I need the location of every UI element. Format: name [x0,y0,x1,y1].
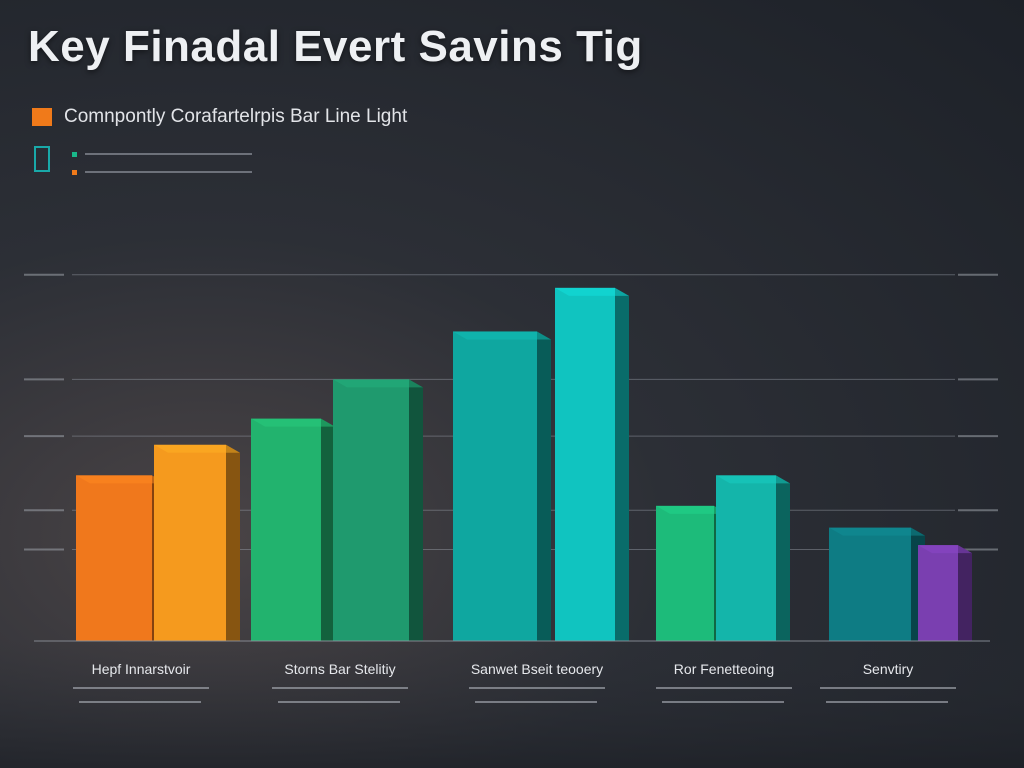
bar-top [656,505,728,514]
bar [154,444,226,641]
bar-top [453,331,551,340]
category-label: Hepf Innarstvoir [92,661,191,677]
bar [333,379,409,641]
bar [453,331,537,641]
bar-side [615,287,629,641]
bar-top [76,475,166,484]
bar-side [958,545,972,641]
bar-top [333,379,423,388]
bar-top [154,444,240,453]
legend-mini-row-orange [72,169,252,175]
legend-label: Comnpontly Corafartelrpis Bar Line Light [64,106,408,127]
bar [76,475,152,641]
bar-top [716,475,790,484]
bar [555,287,615,641]
bar-side [776,475,790,641]
chart-title: Key Finadal Evert Savins Tig [28,22,643,71]
bar-top [918,545,972,554]
category-label: Sanwet Bseit teooery [471,661,603,677]
bar-side [409,379,423,641]
category-label: Ror Fenetteoing [674,661,774,677]
bar [251,418,321,641]
category-label: Senvtiry [863,661,914,677]
legend-swatch-orange [32,108,52,126]
legend-secondary [34,146,252,175]
bar-top [555,287,629,296]
legend-primary: Comnpontly Corafartelrpis Bar Line Light [32,106,407,128]
bar [716,475,776,641]
bar [829,527,911,641]
legend-mini-row-green [72,151,252,157]
bar-top [251,418,335,427]
bar-side [537,331,551,641]
bar [918,545,958,641]
legend-swatch-teal-outline [34,146,50,172]
bar-side [226,444,240,641]
bar [656,505,714,641]
bar-top [829,527,925,536]
bar-side [321,418,335,641]
category-label: Storns Bar Stelitiy [284,661,395,677]
